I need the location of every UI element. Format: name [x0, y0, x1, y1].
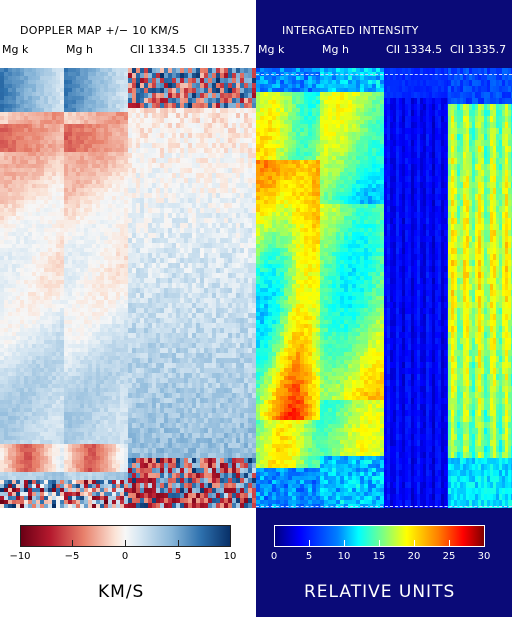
intensity-panel: INTERGATED INTENSITY Mg k Mg h CII 1334.…	[256, 0, 512, 617]
intensity-tickmark-7	[484, 540, 485, 547]
intensity-map-mgh	[320, 68, 384, 508]
doppler-col-label-cii-1335: CII 1335.7	[194, 43, 251, 56]
doppler-col-label-cii-1334: CII 1334.5	[130, 43, 187, 56]
intensity-tick-label: 15	[372, 551, 386, 562]
doppler-tickmark-1	[20, 540, 21, 547]
doppler-tick-label: 10	[223, 551, 237, 562]
intensity-tickmark-3	[344, 540, 345, 547]
intensity-tick-label: 0	[270, 551, 278, 562]
doppler-title: DOPPLER MAP +/− 10 KM/S	[20, 24, 180, 37]
intensity-col-label-mgh: Mg h	[322, 43, 349, 56]
intensity-tickmark-5	[414, 540, 415, 547]
intensity-unit-label: RELATIVE UNITS	[304, 582, 456, 602]
doppler-panel: DOPPLER MAP +/− 10 KM/S Mg k Mg h CII 13…	[0, 24, 256, 602]
doppler-tickmark-2	[72, 540, 73, 547]
intensity-tickmark-2	[309, 540, 310, 547]
intensity-col-label-cii-1335: CII 1335.7	[450, 43, 507, 56]
intensity-title: INTERGATED INTENSITY	[282, 24, 419, 37]
intensity-tickmark-4	[379, 540, 380, 547]
intensity-tick-label: 10	[337, 551, 351, 562]
intensity-tick-label: 30	[477, 551, 491, 562]
doppler-tick-label: 0	[121, 551, 129, 562]
doppler-unit-label: KM/S	[98, 582, 145, 602]
doppler-map-cii-1334	[128, 68, 192, 508]
doppler-tickmark-3	[125, 540, 126, 547]
intensity-bottom-dashed-line	[256, 506, 512, 507]
doppler-tick-label: −5	[64, 551, 80, 562]
intensity-top-dashed-line	[256, 74, 512, 75]
intensity-tick-label: 20	[407, 551, 421, 562]
intensity-tick-label: 25	[442, 551, 456, 562]
intensity-col-label-cii-1334: CII 1334.5	[386, 43, 443, 56]
intensity-map-cii-1334	[384, 68, 448, 508]
intensity-col-label-mgk: Mg k	[258, 43, 285, 56]
doppler-col-label-mgk: Mg k	[2, 43, 29, 56]
doppler-tick-label: 5	[174, 551, 182, 562]
doppler-map-mgk	[0, 68, 64, 508]
doppler-tickmark-4	[178, 540, 179, 547]
intensity-tick-label: 5	[305, 551, 313, 562]
intensity-map-cii-1335	[448, 68, 512, 508]
intensity-tickmark-1	[274, 540, 275, 547]
intensity-tickmark-6	[449, 540, 450, 547]
doppler-map-cii-1335	[192, 68, 256, 508]
doppler-col-label-mgh: Mg h	[66, 43, 93, 56]
doppler-tick-label: −10	[9, 551, 31, 562]
doppler-map-mgh	[64, 68, 128, 508]
intensity-map-mgk	[256, 68, 320, 508]
doppler-tickmark-5	[230, 540, 231, 547]
